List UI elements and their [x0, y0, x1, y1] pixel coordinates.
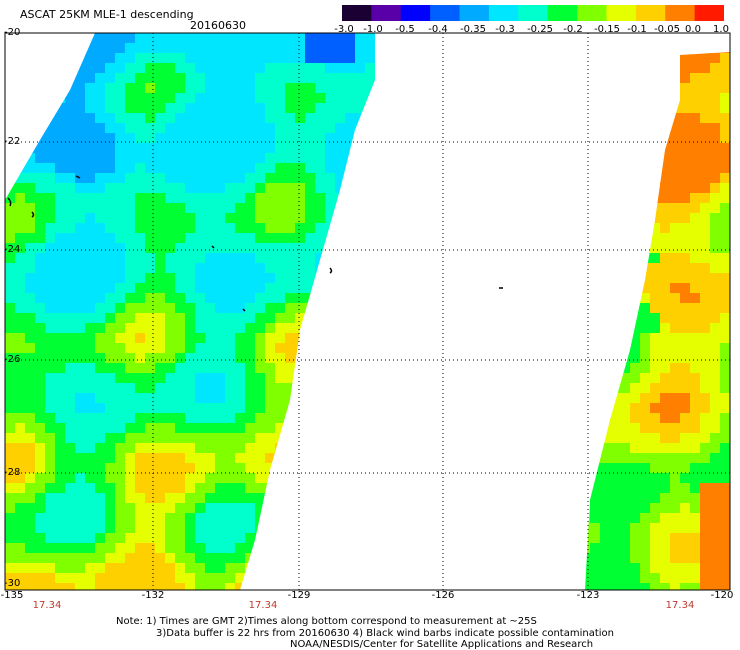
colorbar-label: -0.3 [495, 24, 515, 35]
colorbar-label: -3.0 [334, 24, 354, 35]
colorbar-label: -0.35 [460, 24, 486, 35]
longitude-label: -129 [287, 590, 311, 601]
colorbar-labels: -3.0 -1.0 -0.5 -0.4 -0.35 -0.3 -0.25 -0.… [0, 24, 740, 38]
latitude-label: -24 [4, 244, 21, 255]
credit-line: NOAA/NESDIS/Center for Satellite Applica… [290, 639, 594, 650]
right-swath [585, 52, 730, 590]
barb-mark [75, 175, 81, 179]
colorbar-segment [665, 5, 696, 21]
colorbar-segment [430, 5, 461, 21]
latitude-label: -28 [4, 467, 21, 478]
colorbar-label: -0.5 [395, 24, 415, 35]
colorbar-segment [459, 5, 490, 21]
barb-mark [329, 267, 333, 274]
barb-mark [242, 308, 246, 312]
colorbar-segment [694, 5, 724, 21]
map-date: 20160630 [190, 19, 246, 32]
map-title: ASCAT 25KM MLE-1 descending [20, 8, 194, 21]
left-swath [5, 33, 375, 590]
latitude-label: -20 [4, 27, 21, 38]
colorbar-label: -0.1 [627, 24, 647, 35]
colorbar-segment [577, 5, 607, 21]
colorbar-segment [518, 5, 549, 21]
colorbar-label: 0.0 [685, 24, 701, 35]
colorbar-segment [488, 5, 519, 21]
colorbar-label: 1.0 [713, 24, 729, 35]
longitude-label: -123 [576, 590, 600, 601]
colorbar-label: -0.15 [594, 24, 620, 35]
colorbar [342, 5, 724, 21]
colorbar-label: -0.05 [654, 24, 680, 35]
time-label: 17.34 [665, 600, 695, 611]
colorbar-label: -0.4 [428, 24, 448, 35]
longitude-label: -126 [431, 590, 455, 601]
colorbar-segment [547, 5, 578, 21]
barb-mark [31, 211, 35, 218]
map-frame [4, 32, 731, 591]
footnote-line-2: 3)Data buffer is 22 hrs from 20160630 4)… [156, 628, 614, 639]
colorbar-segment [606, 5, 637, 21]
latitude-label: -30 [4, 578, 21, 589]
colorbar-segment [342, 5, 372, 21]
barb-mark [7, 197, 12, 207]
colorbar-label: -1.0 [363, 24, 383, 35]
latitude-label: -22 [4, 136, 21, 147]
time-label: 17.34 [32, 600, 62, 611]
wind-barbs [7, 175, 503, 312]
longitude-label: -135 [0, 590, 24, 601]
colorbar-segment [635, 5, 666, 21]
colorbar-label: -0.25 [527, 24, 553, 35]
colorbar-segment [400, 5, 431, 21]
time-label: 17.34 [248, 600, 278, 611]
longitude-label: -120 [710, 590, 734, 601]
latitude-label: -26 [4, 354, 21, 365]
barb-mark [211, 245, 215, 249]
colorbar-segment [371, 5, 402, 21]
footnote-line-1: Note: 1) Times are GMT 2)Times along bot… [116, 616, 537, 627]
colorbar-label: -0.2 [563, 24, 583, 35]
longitude-label: -132 [141, 590, 165, 601]
